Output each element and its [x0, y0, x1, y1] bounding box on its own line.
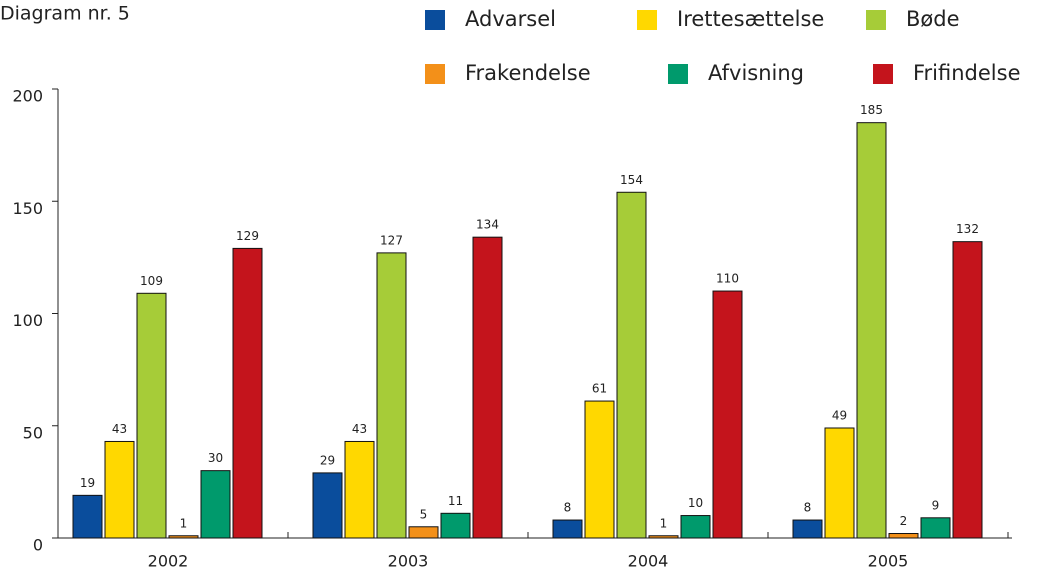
legend-swatch	[637, 10, 657, 30]
value-label: 129	[236, 229, 259, 243]
value-label: 8	[564, 501, 572, 515]
bar	[824, 427, 855, 539]
legend-swatch	[873, 64, 893, 84]
bar	[344, 440, 375, 539]
legend-label: Frakendelse	[465, 61, 591, 85]
legend-label: Irettesættelse	[677, 7, 824, 31]
value-label: 61	[592, 382, 607, 396]
value-label: 185	[860, 103, 883, 117]
bar	[792, 519, 823, 539]
y-tick-label: 100	[12, 311, 43, 330]
x-tick-label: 2002	[148, 552, 189, 571]
bar	[472, 236, 503, 539]
value-label: 109	[140, 274, 163, 288]
value-label: 154	[620, 173, 643, 187]
y-tick-label: 200	[12, 87, 43, 106]
value-label: 127	[380, 233, 403, 247]
value-label: 5	[420, 507, 428, 521]
value-label: 49	[832, 408, 847, 422]
bar	[232, 247, 263, 539]
legend-swatch	[866, 10, 886, 30]
value-label: 29	[320, 453, 335, 467]
value-label: 132	[956, 222, 979, 236]
y-tick-label: 0	[33, 536, 43, 555]
value-label: 11	[448, 494, 463, 508]
bar	[200, 470, 231, 539]
legend-swatch	[668, 64, 688, 84]
value-label: 110	[716, 272, 739, 286]
bar	[712, 290, 743, 539]
bar	[168, 535, 199, 539]
legend-label: Bøde	[906, 7, 960, 31]
value-label: 2	[900, 514, 908, 528]
bar	[376, 252, 407, 539]
value-label: 30	[208, 451, 223, 465]
bar	[104, 440, 135, 539]
bar	[552, 519, 583, 539]
value-label: 43	[352, 422, 367, 436]
value-label: 43	[112, 422, 127, 436]
bar	[952, 241, 983, 539]
bar	[888, 533, 919, 539]
bar	[680, 515, 711, 539]
bar	[616, 191, 647, 539]
x-tick-label: 2003	[388, 552, 429, 571]
chart-title: Diagram nr. 5	[0, 3, 130, 25]
bar	[584, 400, 615, 539]
value-label: 1	[180, 516, 188, 530]
bar	[856, 122, 887, 539]
value-label: 9	[932, 498, 940, 512]
y-tick-label: 50	[23, 423, 43, 442]
bar	[136, 292, 167, 539]
bar	[408, 526, 439, 539]
value-label: 19	[80, 476, 95, 490]
bar	[72, 494, 103, 539]
value-label: 8	[804, 501, 812, 515]
value-label: 134	[476, 218, 499, 232]
legend-label: Afvisning	[708, 61, 804, 85]
legend-swatch	[425, 64, 445, 84]
x-tick-label: 2005	[868, 552, 909, 571]
legend-swatch	[425, 10, 445, 30]
bar	[312, 472, 343, 539]
value-label: 1	[660, 516, 668, 530]
legend-label: Frifindelse	[913, 61, 1021, 85]
legend-label: Advarsel	[465, 7, 556, 31]
bar	[920, 517, 951, 539]
y-tick-label: 150	[12, 199, 43, 218]
bar	[440, 512, 471, 539]
value-label: 10	[688, 496, 703, 510]
bar	[648, 535, 679, 539]
x-tick-label: 2004	[628, 552, 669, 571]
